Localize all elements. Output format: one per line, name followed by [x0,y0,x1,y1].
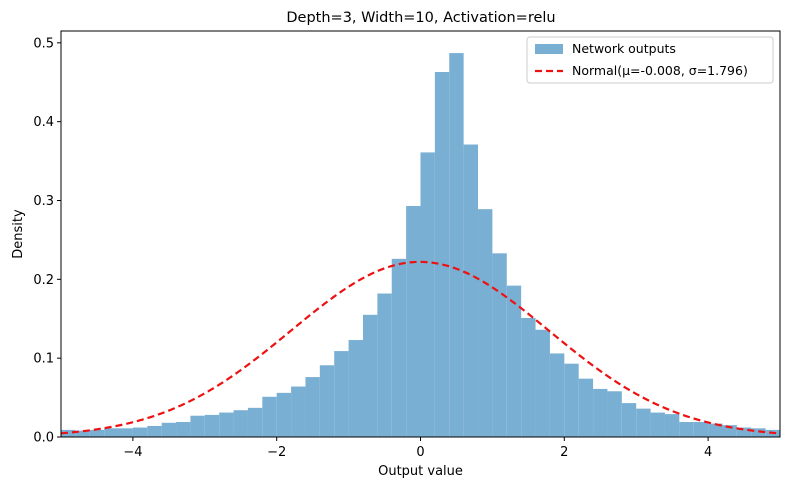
x-axis-label: Output value [378,464,463,479]
histogram-bar [650,412,665,437]
histogram-bar [176,422,191,437]
histogram-bar [406,206,421,437]
x-tick-label: −2 [267,445,286,460]
histogram-bar [664,414,680,437]
histogram-bar [348,340,363,437]
histogram-bar [334,351,349,437]
y-tick-label: 0.5 [33,36,54,51]
histogram-bar [89,429,105,437]
histogram-bar [463,144,479,437]
histogram-bar [362,314,378,437]
histogram-bar [607,391,622,437]
y-tick-label: 0.4 [33,115,54,130]
legend-bar-swatch [535,44,563,54]
histogram-bar [521,317,536,437]
histogram-bar [679,422,694,437]
histogram-bar [449,53,464,437]
histogram-bar [132,427,148,437]
x-axis-ticks: −4 −2 0 2 4 [123,437,712,460]
histogram-bar [708,423,723,437]
x-tick-label: 0 [416,445,424,460]
histogram-bar [722,425,737,437]
y-tick-label: 0.0 [33,431,54,446]
histogram-bar [305,377,320,437]
legend-label-fit: Normal(μ=-0.008, σ=1.796) [572,63,748,78]
histogram-bar [233,410,248,437]
histogram-bar [693,422,709,437]
x-tick-label: 4 [704,445,712,460]
histogram-bar [262,396,277,437]
histogram-bar [219,412,234,437]
x-tick-label: −4 [123,445,142,460]
histogram-bar [118,428,133,437]
histogram-bar [204,414,220,437]
histogram-bar [61,429,76,437]
histogram-bar [549,353,565,437]
y-axis-label: Density [11,209,26,259]
histogram-bar [161,422,177,437]
histogram-bar [420,152,435,437]
histogram-bar [736,427,752,437]
y-tick-label: 0.1 [33,352,54,367]
histogram-bar [492,253,507,437]
histogram-bar [434,71,450,437]
y-axis-ticks: 0.0 0.1 0.2 0.3 0.4 0.5 [33,36,61,446]
legend-box [526,36,774,84]
histogram-bar [593,388,608,437]
histogram-bar [564,363,579,437]
histogram-bar [190,415,205,437]
histogram-bar [247,407,263,437]
histogram-bar [578,378,594,437]
histogram-bar [75,430,90,437]
y-tick-label: 0.3 [33,194,54,209]
histogram-bar [391,258,407,437]
histogram-bar [535,329,550,437]
histogram-bar [506,285,522,437]
y-tick-label: 0.2 [33,273,54,288]
histogram-bar [276,392,292,437]
histogram-bar [147,425,162,437]
legend: Network outputs Normal(μ=-0.008, σ=1.796… [526,36,774,84]
histogram-bar [319,365,335,437]
histogram-bar [621,403,637,437]
x-tick-label: 2 [560,445,568,460]
histogram-bar [636,408,651,437]
histogram-bar [377,293,392,437]
legend-label-histogram: Network outputs [572,41,676,56]
chart-title: Depth=3, Width=10, Activation=relu [286,10,555,26]
histogram-bar [751,428,766,437]
histogram-bar [104,428,119,437]
histogram-bars [61,53,780,437]
histogram-bar [478,209,493,437]
normal-fit-curve [60,260,781,435]
histogram-bar [291,386,306,437]
